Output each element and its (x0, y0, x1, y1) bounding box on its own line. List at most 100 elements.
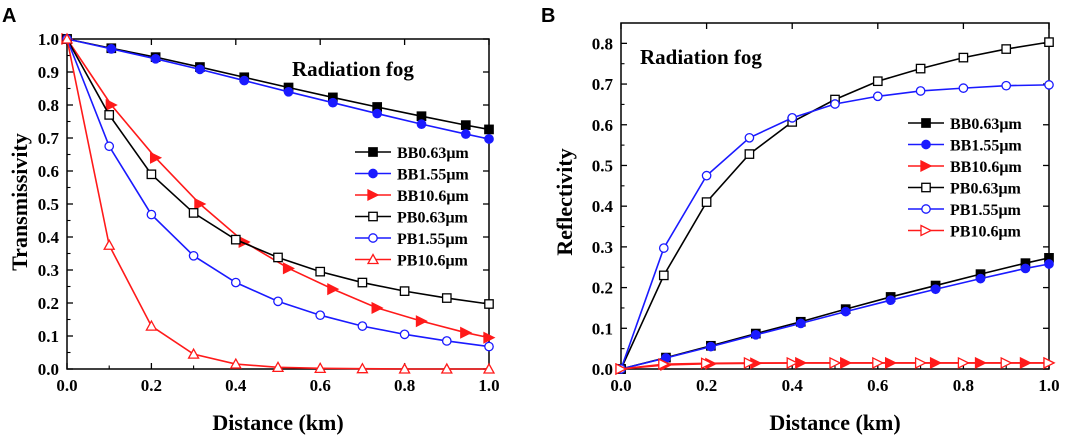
panel-a-legend-item: BB1.55μm (355, 167, 469, 184)
panel-a-data-point (416, 111, 427, 122)
panel-b-data-point (975, 273, 986, 284)
panel-a-data-point (371, 301, 384, 315)
panel-a-data-point (460, 326, 473, 339)
panel-a-data-point (484, 124, 494, 135)
panel-a-legend-marker (366, 253, 380, 265)
panel-b-data-point (829, 356, 842, 369)
panel-b-legend-item: BB10.6μm (908, 159, 1022, 176)
panel-a-legend-label: BB0.63μm (397, 145, 469, 162)
panel-a-y-tick-label: 0.6 (38, 162, 59, 181)
panel-b-legend-marker (921, 182, 931, 193)
panel-b-data-point (701, 197, 712, 207)
panel-a-data-point (460, 129, 471, 139)
panel-b-data-point (786, 356, 799, 369)
panel-a-y-tick-label: 0.9 (38, 63, 59, 82)
panel-a-data-point (483, 331, 496, 344)
panel-a-data-point (105, 98, 118, 112)
panel-b-legend-item: PB0.63μm (908, 181, 1022, 198)
panel-a-data-point (230, 277, 241, 288)
panel-b-legend-marker (921, 118, 931, 128)
panel-a-data-point (440, 362, 453, 374)
panel-b-x-tick-label: 0.8 (953, 376, 974, 395)
panel-a-data-point (145, 319, 158, 331)
panel-b-data-point (958, 52, 969, 63)
panel-a-legend-marker (368, 168, 378, 179)
panel-b-legend-marker (921, 204, 931, 214)
panel-a-y-tick-label: 0.4 (38, 228, 60, 247)
panel-a-x-axis-title: Distance (km) (212, 410, 343, 435)
panel-a-data-point (273, 252, 283, 263)
panel-b-y-tick-label: 0.0 (592, 360, 613, 379)
panel-a-data-point (357, 321, 368, 331)
panel-b-series-4 (616, 80, 1054, 374)
panel-b-data-point (1044, 259, 1054, 269)
panel-a-x-tick-label: 0.4 (225, 376, 247, 395)
panel-b-data-point (872, 356, 885, 369)
panel-b-legend-label: BB1.55μm (950, 138, 1022, 155)
panel-b-legend-label: PB1.55μm (950, 202, 1022, 219)
panel-a-data-point (149, 151, 163, 164)
panel-b-y-tick-label: 0.4 (592, 197, 614, 216)
panel-b-data-point (750, 329, 761, 340)
panel-a-legend-label: PB10.6μm (397, 253, 469, 270)
panel-a-annotation: Radiation fog (292, 57, 414, 81)
panel-b-data-point (915, 86, 926, 96)
panel-b-y-tick-label: 0.2 (592, 279, 613, 298)
panel-b-legend-marker (920, 159, 933, 173)
panel-b-y-tick-label: 0.7 (592, 75, 614, 94)
panel-a-legend-item: BB10.6μm (355, 188, 469, 205)
panel-a-data-point (482, 362, 496, 374)
panel-b-data-point (957, 356, 970, 369)
panel-b-y-tick-label: 0.8 (592, 34, 613, 53)
panel-b-data-point (658, 270, 669, 281)
panel-letter-b: B (541, 5, 555, 27)
panel-a-data-point (327, 283, 340, 296)
panel-b-data-point (744, 149, 755, 159)
panel-a-data-point (315, 310, 326, 321)
panel-a-y-tick-label: 0.2 (38, 294, 59, 313)
panel-a-data-point (484, 341, 494, 352)
panel-a-series-3 (62, 34, 494, 309)
panel-b-data-point (840, 306, 851, 317)
panel-a-data-point (229, 357, 242, 369)
panel-b-data-point (872, 91, 883, 102)
panel-a-data-point (356, 362, 369, 374)
panel-b-data-point (787, 112, 798, 123)
panel-a-y-tick-label: 0.3 (38, 261, 59, 280)
panel-a-y-tick-label: 1.0 (38, 30, 59, 49)
panel-b-data-point (1001, 44, 1012, 54)
panel-b-legend-item: PB10.6μm (908, 224, 1022, 241)
panel-a-data-point (194, 197, 207, 211)
panel-a-data-point (328, 97, 338, 108)
panel-b-x-tick-label: 0.0 (610, 376, 631, 395)
panel-b-data-point (958, 83, 969, 93)
panel-a-x-tick-label: 0.0 (56, 376, 77, 395)
panel-b-series-5 (615, 356, 1056, 376)
panel-a-data-point (399, 329, 410, 340)
panel-a-legend-label: PB0.63μm (397, 210, 469, 227)
panel-b-y-tick-label: 0.6 (592, 116, 613, 135)
panel-a-data-point (104, 141, 115, 152)
panel-a-series-5 (60, 32, 496, 374)
panel-b-data-point (1001, 80, 1012, 91)
panel-b-legend-label: PB0.63μm (950, 181, 1022, 198)
panel-a-legend-label: BB1.55μm (397, 167, 469, 184)
panel-a-x-tick-label: 0.6 (310, 376, 331, 395)
panel-a-data-point (187, 347, 200, 359)
panel-a-data-point (106, 44, 117, 54)
panel-b-legend-item: BB0.63μm (908, 116, 1022, 133)
panel-b-data-point (701, 170, 712, 181)
panel-a-data-point (314, 362, 327, 373)
panel-b-x-axis-title: Distance (km) (769, 410, 900, 435)
panel-a-legend-label: BB10.6μm (397, 188, 469, 205)
panel-b-x-tick-label: 0.4 (782, 376, 804, 395)
panel-a-data-point (230, 234, 241, 245)
panel-a-data-point (441, 336, 452, 346)
panel-a-y-tick-label: 0.7 (38, 129, 60, 148)
panel-b-data-point (885, 295, 896, 306)
panel-b-legend-label: PB10.6μm (950, 224, 1022, 241)
panel-b-y-axis-title: Reflectivity (552, 148, 577, 256)
panel-a-x-tick-label: 0.2 (141, 376, 162, 395)
panel-a-data-point (146, 169, 157, 180)
